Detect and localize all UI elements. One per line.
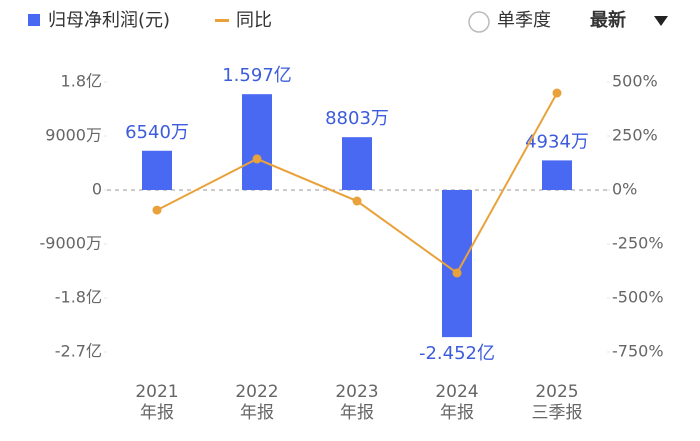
period-label[interactable]: 单季度 xyxy=(497,10,551,31)
y2-tick-label: 0% xyxy=(612,180,637,199)
sort-dropdown[interactable]: 最新 xyxy=(590,9,668,31)
line-point xyxy=(152,205,162,215)
legend-label: 同比 xyxy=(236,10,272,31)
bar xyxy=(542,160,572,190)
y2-tick-label: 500% xyxy=(612,72,658,91)
y2-tick-label: -750% xyxy=(612,342,664,361)
x-tick-label: 年报 xyxy=(340,403,374,423)
legend-label: 归母净利润(元) xyxy=(48,10,170,31)
y-tick-label: -9000万 xyxy=(40,234,103,253)
bar xyxy=(442,190,472,338)
x-tick-label: 年报 xyxy=(240,403,274,423)
y-tick-label: 0 xyxy=(92,180,102,199)
legend-swatch xyxy=(28,14,40,26)
legend-swatch xyxy=(215,19,229,22)
y-tick-label: -1.8亿 xyxy=(55,288,102,307)
period-toggle[interactable]: 单季度 xyxy=(468,10,551,33)
dropdown-arrow[interactable] xyxy=(654,16,668,26)
y2-tick-label: -500% xyxy=(612,288,664,307)
line-point xyxy=(352,196,362,206)
y-tick-label: -2.7亿 xyxy=(55,342,102,361)
x-tick-label: 年报 xyxy=(140,403,174,423)
x-tick-label: 2025 xyxy=(535,382,578,402)
y2-tick-label: -250% xyxy=(612,234,664,253)
x-tick-label: 2022 xyxy=(235,382,278,402)
bar xyxy=(142,150,172,190)
x-tick-label: 2024 xyxy=(435,382,478,402)
sort-label[interactable]: 最新 xyxy=(590,9,626,31)
x-tick-label: 2021 xyxy=(135,382,178,402)
data-label: 4934万 xyxy=(525,131,589,152)
line-point xyxy=(252,154,262,164)
line-point xyxy=(452,268,462,278)
x-tick-label: 年报 xyxy=(440,403,474,423)
y2-tick-label: 250% xyxy=(612,126,658,145)
data-label: 1.597亿 xyxy=(222,65,292,86)
radio[interactable] xyxy=(468,11,490,33)
bar xyxy=(342,137,372,190)
x-tick-label: 三季报 xyxy=(532,403,583,423)
line-point xyxy=(552,88,562,98)
bar xyxy=(242,94,272,190)
y-tick-label: 1.8亿 xyxy=(61,72,102,91)
data-label: 6540万 xyxy=(125,122,189,143)
y-tick-label: 9000万 xyxy=(45,126,102,145)
data-label: 8803万 xyxy=(325,108,389,129)
legend: 归母净利润(元) 同比 xyxy=(28,10,272,31)
x-tick-label: 2023 xyxy=(335,382,378,402)
data-label: -2.452亿 xyxy=(419,343,495,364)
